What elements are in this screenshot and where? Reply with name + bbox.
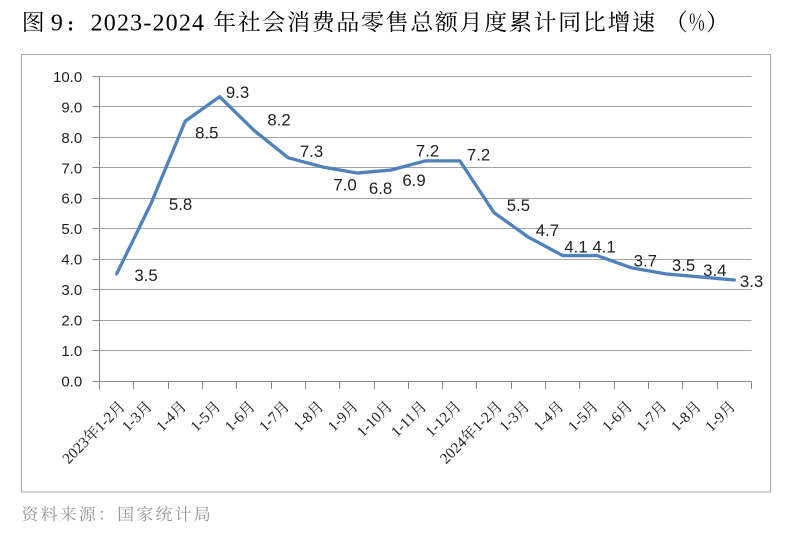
svg-text:8.5: 8.5 <box>195 124 218 143</box>
svg-text:0.0: 0.0 <box>61 373 82 390</box>
svg-text:6.0: 6.0 <box>61 191 82 208</box>
svg-text:3.3: 3.3 <box>740 272 763 291</box>
svg-text:5.5: 5.5 <box>507 196 530 215</box>
svg-text:7.0: 7.0 <box>333 176 356 195</box>
svg-text:8.2: 8.2 <box>267 111 290 130</box>
svg-text:7.3: 7.3 <box>300 142 323 161</box>
svg-text:9.0: 9.0 <box>61 99 82 116</box>
svg-text:7.2: 7.2 <box>467 146 490 165</box>
svg-text:3.5: 3.5 <box>134 266 157 285</box>
svg-text:9: 9 <box>51 10 63 36</box>
svg-text:4.0: 4.0 <box>61 252 82 269</box>
svg-text:8.0: 8.0 <box>61 130 82 147</box>
svg-text:4.7: 4.7 <box>536 221 559 240</box>
svg-text:1.0: 1.0 <box>61 343 82 360</box>
svg-text:7.2: 7.2 <box>416 142 439 161</box>
svg-text:3.5: 3.5 <box>672 256 695 275</box>
svg-text:6.8: 6.8 <box>369 179 392 198</box>
svg-text:9.3: 9.3 <box>226 83 249 102</box>
svg-text:2.0: 2.0 <box>61 313 82 330</box>
svg-text:4.1: 4.1 <box>564 238 587 257</box>
svg-text:4.1: 4.1 <box>592 238 615 257</box>
svg-text:10.0: 10.0 <box>53 69 82 86</box>
svg-text:5.8: 5.8 <box>169 195 192 214</box>
svg-text:5.0: 5.0 <box>61 221 82 238</box>
svg-text:2023-2024: 2023-2024 <box>91 10 206 36</box>
svg-text:3.7: 3.7 <box>634 252 657 271</box>
svg-text:3.0: 3.0 <box>61 282 82 299</box>
svg-text:3.4: 3.4 <box>703 261 726 280</box>
svg-text:7.0: 7.0 <box>61 160 82 177</box>
svg-text:6.9: 6.9 <box>402 171 425 190</box>
